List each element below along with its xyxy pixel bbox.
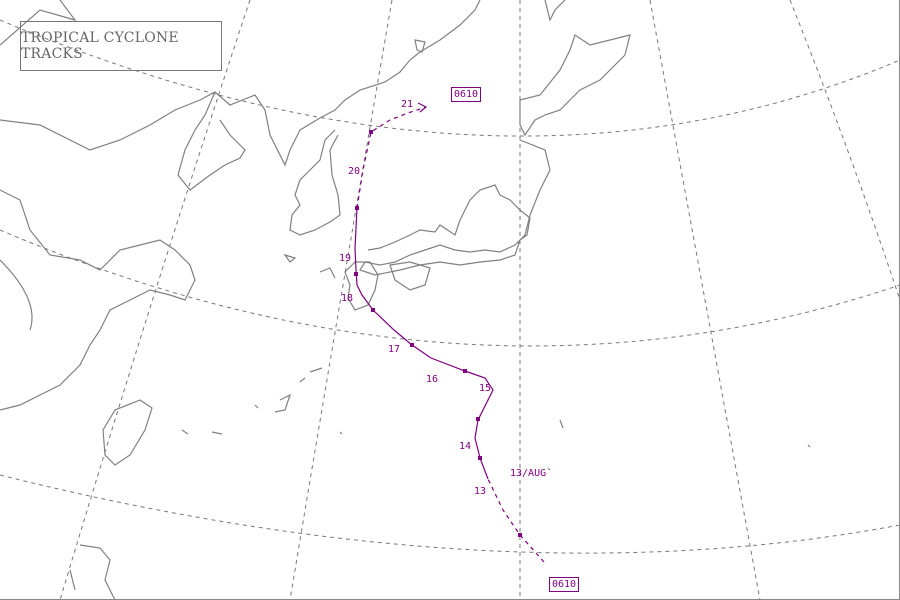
track-marker bbox=[478, 456, 482, 460]
track-marker bbox=[476, 417, 480, 421]
day-label-14: 14 bbox=[459, 441, 471, 452]
cyclone-track: 13/AUG 13 14 15 16 17 18 19 20 21 bbox=[339, 99, 546, 563]
track-marker bbox=[355, 206, 359, 210]
day-label-17: 17 bbox=[388, 344, 400, 355]
coastlines bbox=[0, 0, 811, 600]
track-marker bbox=[369, 130, 373, 134]
track-segment-depression-start bbox=[487, 478, 545, 563]
track-marker bbox=[410, 343, 414, 347]
day-label-13: 13 bbox=[474, 486, 486, 497]
track-marker bbox=[518, 533, 522, 537]
cyclone-id-label-end: 0610 bbox=[451, 87, 482, 102]
track-markers bbox=[354, 130, 522, 537]
day-label-15: 15 bbox=[479, 383, 491, 394]
track-segment-main bbox=[354, 207, 494, 480]
map-title: TROPICAL CYCLONE TRACKS bbox=[20, 21, 222, 71]
track-segment-extratropical bbox=[356, 106, 427, 209]
day-label-19: 19 bbox=[339, 253, 351, 264]
day-label-20: 20 bbox=[348, 166, 360, 177]
start-date-label: 13/AUG bbox=[510, 468, 546, 479]
day-label-18: 18 bbox=[341, 293, 353, 304]
day-label-21: 21 bbox=[401, 99, 413, 110]
track-marker bbox=[371, 308, 375, 312]
cyclone-id-label-start: 0610 bbox=[549, 577, 580, 592]
track-marker bbox=[354, 272, 358, 276]
track-marker bbox=[463, 369, 467, 373]
day-label-16: 16 bbox=[426, 374, 438, 385]
track-arrow-head bbox=[417, 102, 428, 113]
